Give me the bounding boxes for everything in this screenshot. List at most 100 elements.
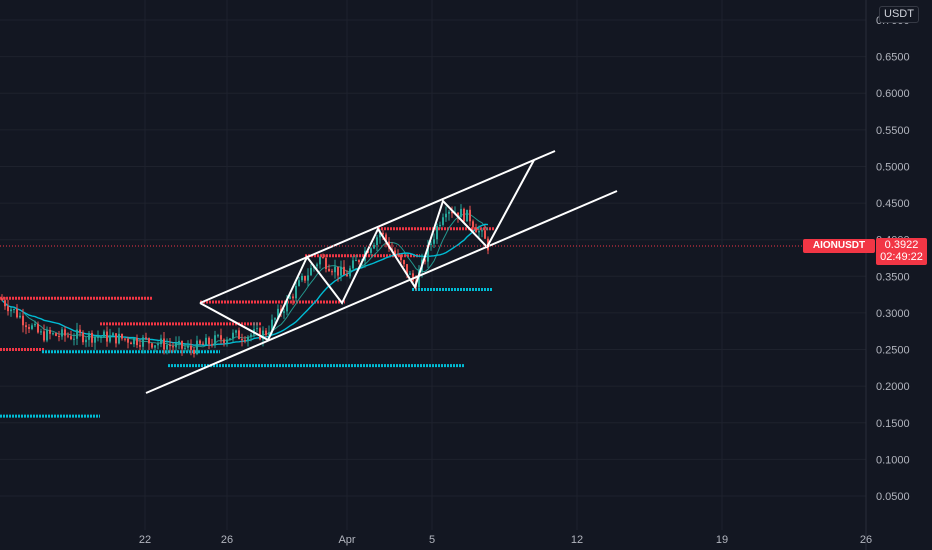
- candle-body: [334, 266, 336, 273]
- candle-body: [91, 332, 93, 343]
- candle-body: [151, 343, 153, 348]
- time-axis[interactable]: 22 26 Apr 5 12 19 26: [139, 534, 872, 546]
- y-tick-label: 0.3500: [876, 271, 910, 283]
- candle-body: [451, 211, 453, 214]
- x-tick-label: 12: [571, 534, 583, 546]
- candle-body: [229, 338, 231, 340]
- candle-body: [259, 328, 261, 340]
- candle-body: [268, 332, 270, 335]
- candle-body: [43, 331, 45, 341]
- candle-body: [190, 345, 192, 350]
- channel-lower-trendline: [145, 190, 618, 394]
- x-tick-label: 19: [716, 534, 728, 546]
- candle-body: [232, 332, 234, 339]
- candle-body: [409, 273, 411, 275]
- candle-body: [412, 273, 414, 281]
- candle-body: [466, 209, 468, 222]
- candle-body: [205, 337, 207, 345]
- candle-body: [217, 335, 219, 337]
- candle-body: [274, 318, 276, 320]
- candle-body: [31, 325, 33, 329]
- candle-body: [154, 345, 156, 348]
- y-tick-label: 0.2500: [876, 345, 910, 357]
- candle-body: [247, 336, 249, 342]
- candle-body: [460, 208, 462, 218]
- candle-body: [58, 335, 60, 337]
- candle-body: [478, 230, 480, 233]
- candle-body: [472, 221, 474, 228]
- candle-body: [337, 266, 339, 276]
- y-tick-label: 0.5500: [876, 125, 910, 137]
- candle-body: [226, 339, 228, 343]
- candle-body: [292, 296, 294, 299]
- candle-body: [124, 338, 126, 340]
- candle-body: [373, 245, 375, 249]
- candle-body: [430, 243, 432, 245]
- candle-body: [61, 329, 63, 337]
- trendline-drawings[interactable]: [145, 150, 618, 394]
- candle-body: [100, 336, 102, 338]
- candle-body: [187, 345, 189, 348]
- x-tick-label: 26: [860, 534, 872, 546]
- candle-body: [214, 335, 216, 346]
- candle-body: [157, 344, 159, 346]
- candle-body: [469, 209, 471, 222]
- candle-body: [136, 338, 138, 346]
- x-tick-label: Apr: [338, 534, 355, 546]
- candle-body: [271, 319, 273, 333]
- candle-body: [175, 343, 177, 348]
- candle-body: [34, 323, 36, 326]
- candle-body: [385, 234, 387, 242]
- candle-body: [328, 268, 330, 272]
- candle-body: [481, 230, 483, 232]
- candle-body: [115, 333, 117, 344]
- y-tick-label: 0.2000: [876, 381, 910, 393]
- candle-body: [223, 339, 225, 343]
- x-tick-label: 26: [221, 534, 233, 546]
- candle-body: [298, 280, 300, 286]
- candle-body: [376, 237, 378, 246]
- candle-body: [130, 342, 132, 345]
- candle-body: [244, 340, 246, 342]
- candle-body: [4, 300, 6, 307]
- candle-body: [208, 337, 210, 345]
- candle-body: [163, 338, 165, 350]
- candle-body: [25, 325, 27, 328]
- candle-body: [220, 335, 222, 340]
- candle-body: [379, 232, 381, 238]
- candle-body: [10, 309, 12, 312]
- x-tick-label: 22: [139, 534, 151, 546]
- candle-body: [148, 338, 150, 344]
- y-tick-label: 0.4500: [876, 198, 910, 210]
- candle-body: [340, 266, 342, 276]
- candle-body: [286, 298, 288, 312]
- candle-body: [19, 315, 21, 318]
- candle-body: [82, 332, 84, 343]
- candle-body: [403, 260, 405, 265]
- y-tick-label: 0.1500: [876, 418, 910, 430]
- candle-body: [1, 298, 3, 301]
- candle-body: [301, 275, 303, 281]
- candle-body: [418, 270, 420, 288]
- y-tick-label: 0.6000: [876, 88, 910, 100]
- candle-body: [445, 213, 447, 218]
- candle-body: [55, 333, 57, 336]
- y-tick-label: 0.1000: [876, 454, 910, 466]
- candle-body: [118, 333, 120, 344]
- candle-body: [112, 333, 114, 336]
- candle-body: [397, 254, 399, 256]
- candle-body: [250, 334, 252, 337]
- candle-body: [28, 327, 30, 329]
- candle-body: [289, 296, 291, 299]
- candle-body: [7, 306, 9, 312]
- candle-body: [184, 347, 186, 349]
- currency-badge[interactable]: USDT: [879, 6, 919, 23]
- price-axis[interactable]: 0.0500 0.1000 0.1500 0.2000 0.2500 0.3000 0.35…: [876, 15, 910, 503]
- candle-body: [160, 338, 162, 345]
- candle-body: [352, 260, 354, 269]
- candle-body: [235, 330, 237, 333]
- candle-body: [439, 224, 441, 227]
- last-price-box: 0.3922 02:49:22: [876, 238, 927, 265]
